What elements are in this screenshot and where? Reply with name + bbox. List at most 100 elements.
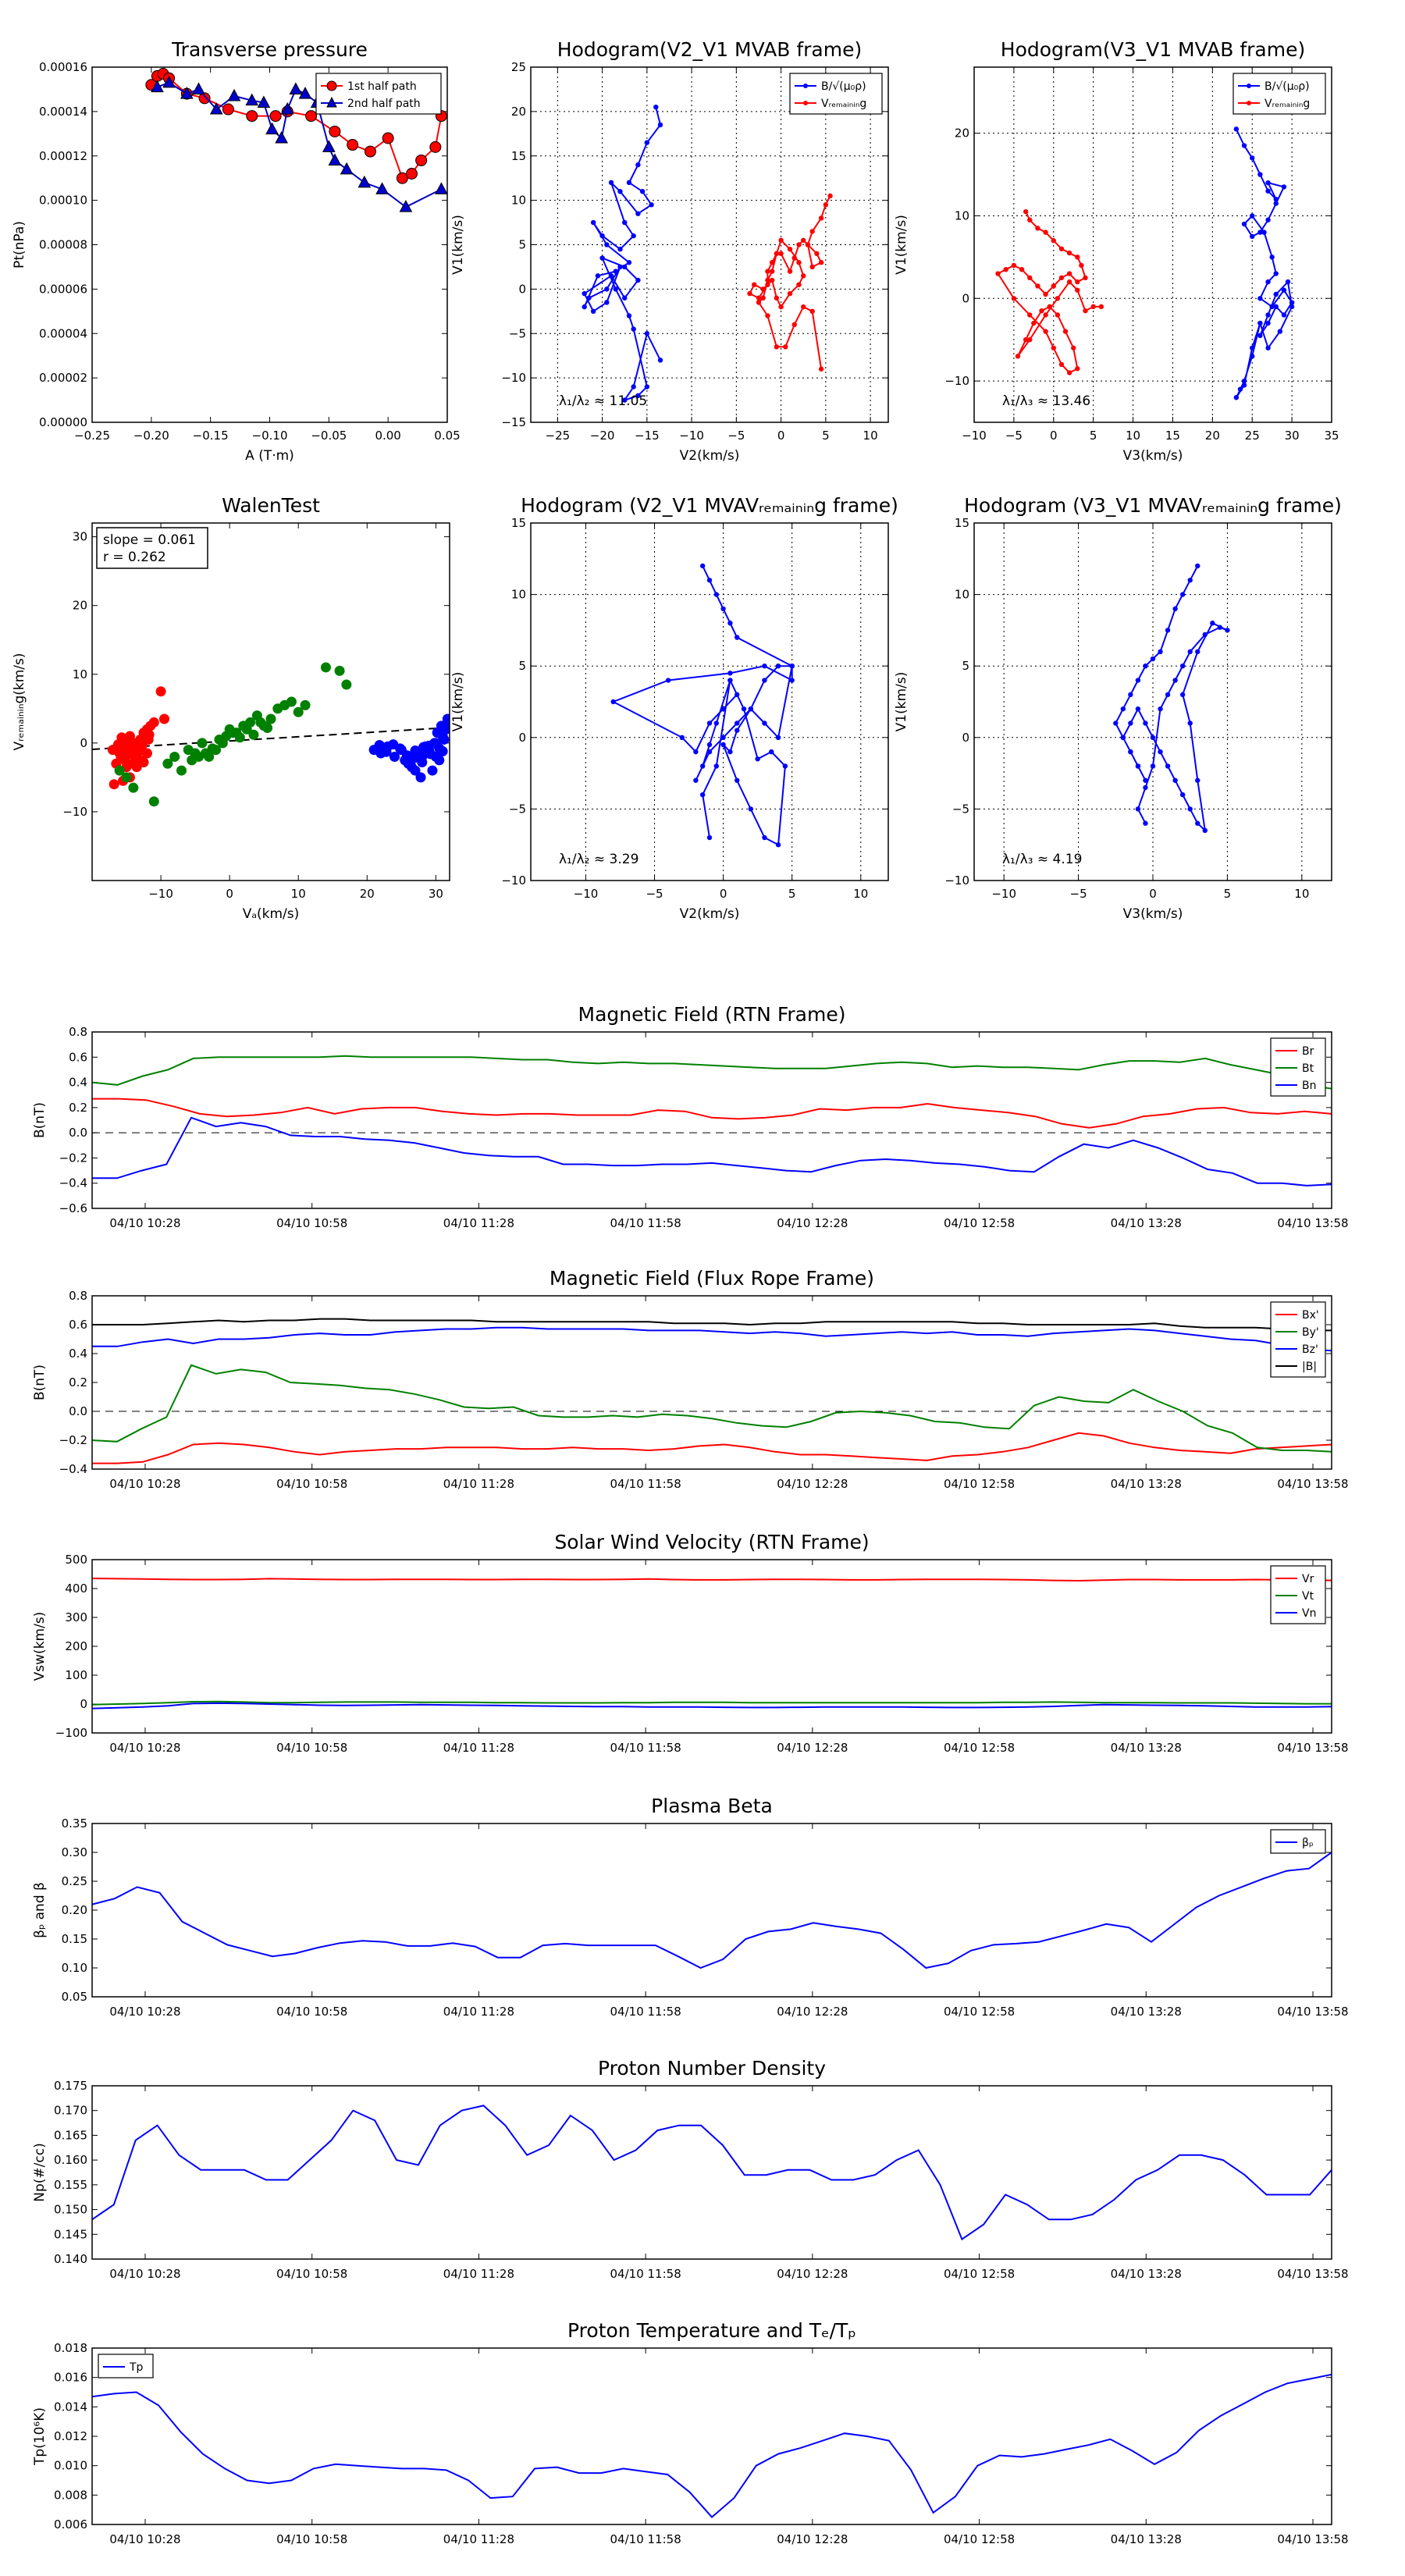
data-point [752,282,757,287]
data-point [693,749,699,755]
x-tick-label: −0.25 [74,429,110,443]
y-tick-label: 0.30 [62,1845,87,1859]
fit-line [92,727,450,750]
scatter-point [241,724,252,735]
data-point [796,242,802,247]
x-tick-label: 04/10 13:28 [1111,1477,1182,1491]
legend-label: Vᵣₑₘₐᵢₙᵢₙg [821,98,866,110]
chart-title: Proton Temperature and Tₑ/Tₚ [567,2319,856,2342]
series-b--line [583,106,662,402]
data-point [1265,345,1271,350]
series-v-g-line [997,211,1101,374]
y-tick-label: −15 [501,415,526,429]
data-point [357,175,372,188]
data-point [269,110,282,123]
y-axis-label: Vsw(km/s) [32,1612,48,1681]
plot-area [610,563,795,848]
data-point [1055,312,1061,318]
data-point [1241,382,1247,388]
data-point [406,168,418,180]
data-point [765,269,770,274]
scatter-point [427,765,438,776]
data-point [644,140,650,145]
data-point [748,706,754,712]
data-point [1172,777,1178,783]
data-point [1277,329,1283,334]
data-point [747,290,752,297]
y-axis-label: βₚ and β [32,1882,48,1938]
y-tick-label: 0.4 [69,1076,87,1090]
series-bx--line [92,1432,1332,1464]
scatter-point [293,706,304,717]
plot-area [582,104,833,403]
data-point [435,182,447,194]
data-point [622,219,628,226]
chart-ts6: Proton Temperature and Tₑ/Tₚ 0.006 0.008 0.… [32,2319,1349,2546]
data-point [245,93,259,106]
plot-frame [91,66,448,423]
data-point [769,269,775,274]
legend-label: Bn [1302,1080,1316,1092]
scatter-point [144,729,155,740]
x-tick-label: −10 [991,887,1016,901]
data-point [706,742,713,748]
x-tick-label: 04/10 12:28 [777,2005,848,2019]
x-tick-label: 04/10 11:58 [610,2005,681,2019]
data-point [192,82,205,94]
x-tick-label: 04/10 11:28 [443,2267,514,2281]
y-tick-label: 0.0 [69,1404,87,1418]
data-point [298,87,312,99]
data-point [1165,692,1171,698]
data-point [1195,649,1200,655]
scatter-point [286,696,297,707]
data-point [198,92,211,105]
legend-label: Bt [1302,1062,1314,1075]
data-point [1285,279,1291,285]
x-tick-label: 04/10 11:58 [610,1477,681,1491]
x-tick-label: 10 [853,887,868,901]
plot-area [92,1318,1332,1464]
y-tick-label: −10 [944,873,969,888]
data-point [774,295,780,301]
data-point [1265,217,1271,222]
chart-ts2: Magnetic Field (Flux Rope Frame) −0.4 −0.2… [32,1267,1349,1491]
scatter-point [138,757,149,768]
series-vt-line [92,1700,1332,1706]
series-b--line [1235,128,1293,398]
data-point [1281,312,1287,318]
chart-title: Magnetic Field (Flux Rope Frame) [550,1267,874,1290]
data-point [626,260,632,265]
chart-p6: Hodogram (V3_V1 MVAVᵣₑₘₐᵢₙᵢₙg frame) −10 −… [894,494,1342,922]
plot-area [145,68,447,212]
data-point [1120,706,1126,712]
data-point [1257,296,1263,301]
data-point [679,735,685,740]
chart-title: Plasma Beta [651,1795,773,1817]
y-tick-label: −10 [501,873,526,888]
data-point [586,295,592,301]
data-point [1265,320,1271,326]
y-tick-label: 15 [955,516,969,530]
data-point [227,88,241,101]
legend-label: B/√(μ₀ρ) [1264,80,1310,93]
series-by--line [92,1364,1332,1453]
data-point [222,103,234,116]
chart-p1: Transverse pressure 0.00000 0.00002 0.00004… [12,38,461,464]
plot-area [92,1578,1332,1710]
data-point [1031,320,1037,326]
y-tick-label: 0.160 [54,2153,87,2167]
x-tick-label: 04/10 10:58 [276,1741,347,1755]
data-point [1187,720,1193,726]
data-point [1241,378,1247,384]
data-point [713,592,720,597]
data-point [735,720,740,726]
data-point [635,277,641,283]
data-point [778,251,784,257]
x-tick-label: 04/10 12:28 [777,1741,848,1755]
data-point [762,720,767,726]
data-point [649,202,654,208]
data-point [1135,763,1141,769]
y-tick-label: 0.00014 [39,105,87,119]
ratio-annotation: λ₁/λ₃ ≈ 13.46 [1002,393,1090,409]
scatter-point [248,729,259,740]
